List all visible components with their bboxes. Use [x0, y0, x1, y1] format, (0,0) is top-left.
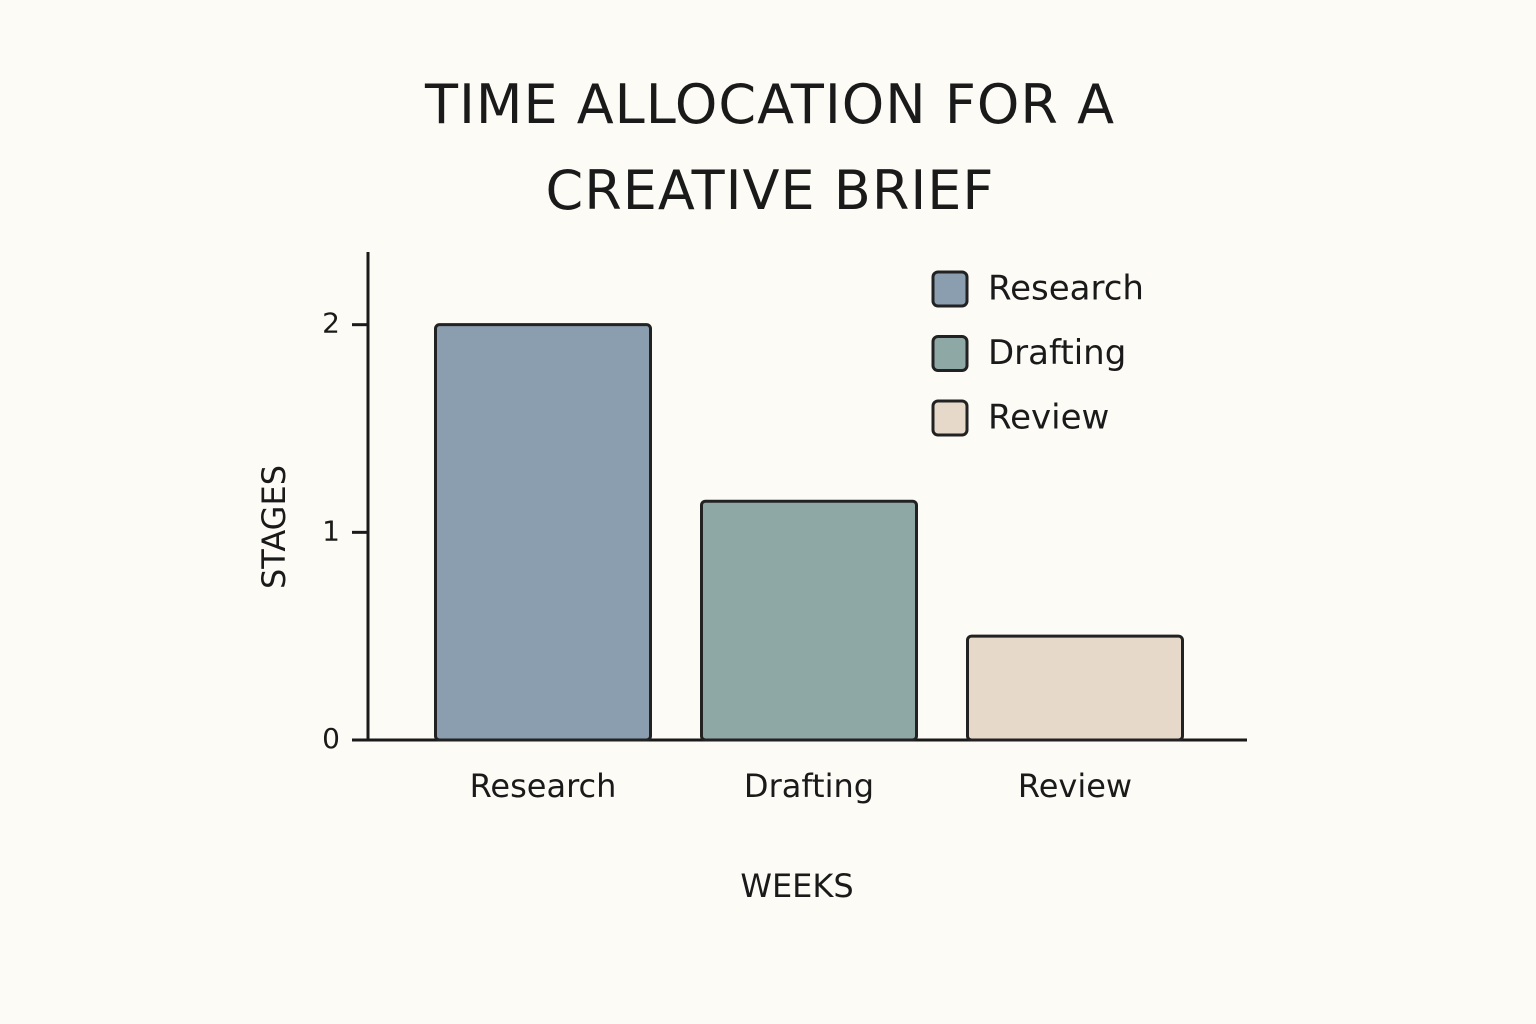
legend-label: Research — [988, 269, 1144, 309]
y-axis-label: STAGES — [255, 465, 293, 589]
bar — [966, 634, 1184, 742]
legend-label: Review — [988, 398, 1109, 438]
legend-swatch — [931, 335, 969, 372]
bar — [700, 499, 918, 742]
x-tick-label: Drafting — [744, 767, 874, 805]
chart-title: TIME ALLOCATION FOR A CREATIVE BRIEF — [424, 73, 1116, 222]
legend-swatch — [931, 270, 969, 308]
x-tick-label: Review — [1018, 767, 1132, 805]
y-tick-label: 2 — [322, 307, 340, 340]
x-axis-label: WEEKS — [740, 867, 853, 905]
y-tick-label: 1 — [322, 514, 340, 547]
legend-swatch — [931, 399, 969, 437]
y-tick-label: 0 — [322, 722, 340, 755]
legend-label: Drafting — [988, 333, 1126, 373]
bar — [434, 323, 652, 742]
x-tick-label: Research — [470, 767, 617, 805]
